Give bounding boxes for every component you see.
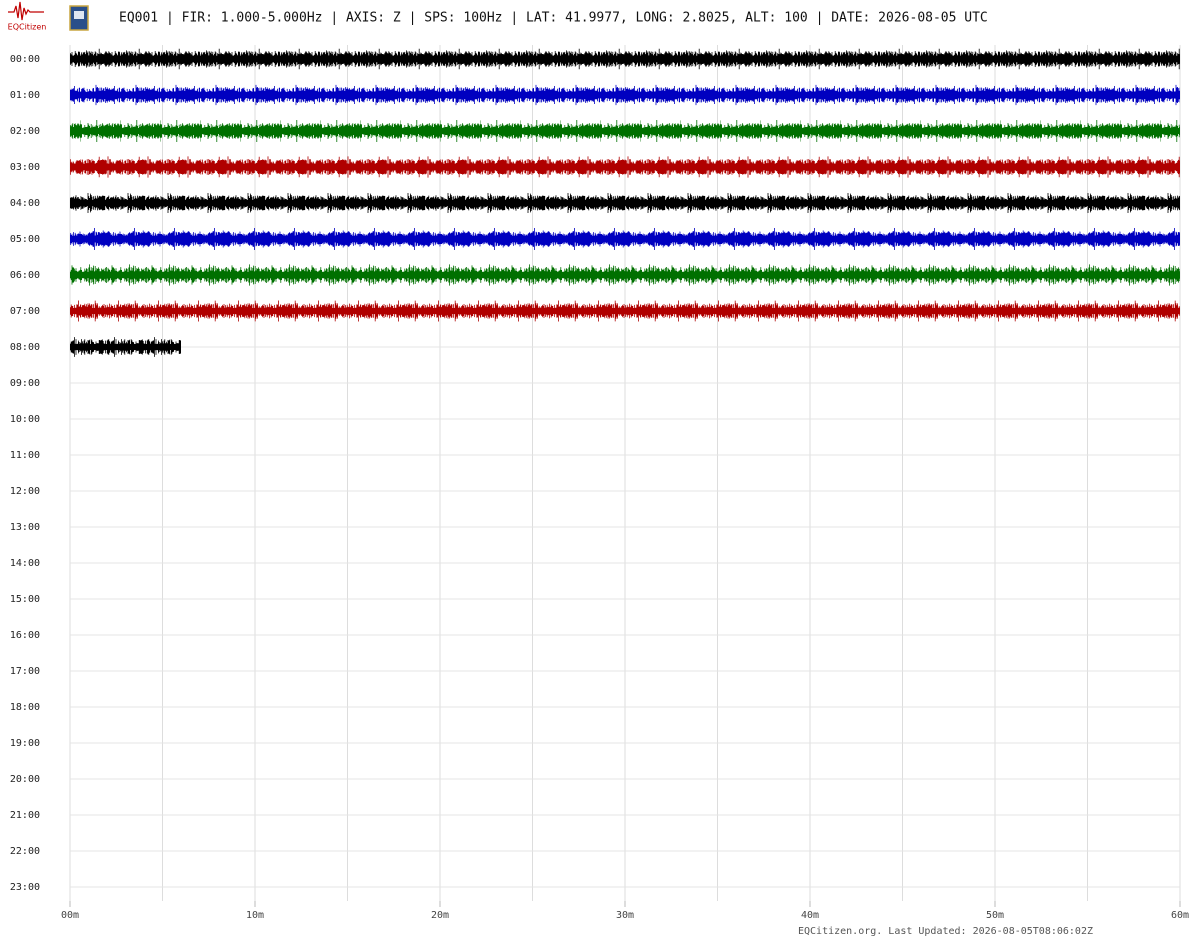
x-tick-label: 40m xyxy=(801,910,819,921)
row-label: 01:00 xyxy=(10,90,40,101)
x-tick-label: 00m xyxy=(61,910,79,921)
trace xyxy=(70,335,181,359)
row-label: 19:00 xyxy=(10,738,40,749)
trace xyxy=(70,83,1180,107)
row-label: 16:00 xyxy=(10,630,40,641)
row-label: 00:00 xyxy=(10,54,40,65)
logo-wave xyxy=(8,1,44,21)
trace xyxy=(70,155,1180,179)
row-label: 07:00 xyxy=(10,306,40,317)
trace xyxy=(70,119,1180,143)
row-label: 11:00 xyxy=(10,450,40,461)
x-tick-label: 20m xyxy=(431,910,449,921)
row-label: 21:00 xyxy=(10,810,40,821)
row-label: 20:00 xyxy=(10,774,40,785)
trace xyxy=(70,263,1180,287)
trace xyxy=(70,191,1180,215)
row-label: 03:00 xyxy=(10,162,40,173)
x-tick-label: 60m xyxy=(1171,910,1189,921)
row-label: 06:00 xyxy=(10,270,40,281)
trace xyxy=(70,47,1180,71)
x-tick-label: 10m xyxy=(246,910,264,921)
footer: EQCitizen.org. Last Updated: 2026-08-05T… xyxy=(798,926,1093,937)
device-icon-screen xyxy=(74,11,84,19)
x-tick-label: 50m xyxy=(986,910,1004,921)
row-label: 04:00 xyxy=(10,198,40,209)
row-label: 10:00 xyxy=(10,414,40,425)
row-label: 17:00 xyxy=(10,666,40,677)
row-label: 22:00 xyxy=(10,846,40,857)
row-label: 12:00 xyxy=(10,486,40,497)
trace xyxy=(70,299,1180,323)
row-label: 18:00 xyxy=(10,702,40,713)
trace xyxy=(70,227,1180,251)
logo: EQCitizen xyxy=(8,1,89,32)
x-tick-label: 30m xyxy=(616,910,634,921)
row-label: 14:00 xyxy=(10,558,40,569)
row-label: 09:00 xyxy=(10,378,40,389)
row-label: 05:00 xyxy=(10,234,40,245)
row-label: 02:00 xyxy=(10,126,40,137)
logo-text: EQCitizen xyxy=(8,23,47,32)
row-label: 08:00 xyxy=(10,342,40,353)
row-label: 23:00 xyxy=(10,882,40,893)
row-label: 13:00 xyxy=(10,522,40,533)
row-label: 15:00 xyxy=(10,594,40,605)
chart-title: EQ001 | FIR: 1.000-5.000Hz | AXIS: Z | S… xyxy=(119,11,988,26)
